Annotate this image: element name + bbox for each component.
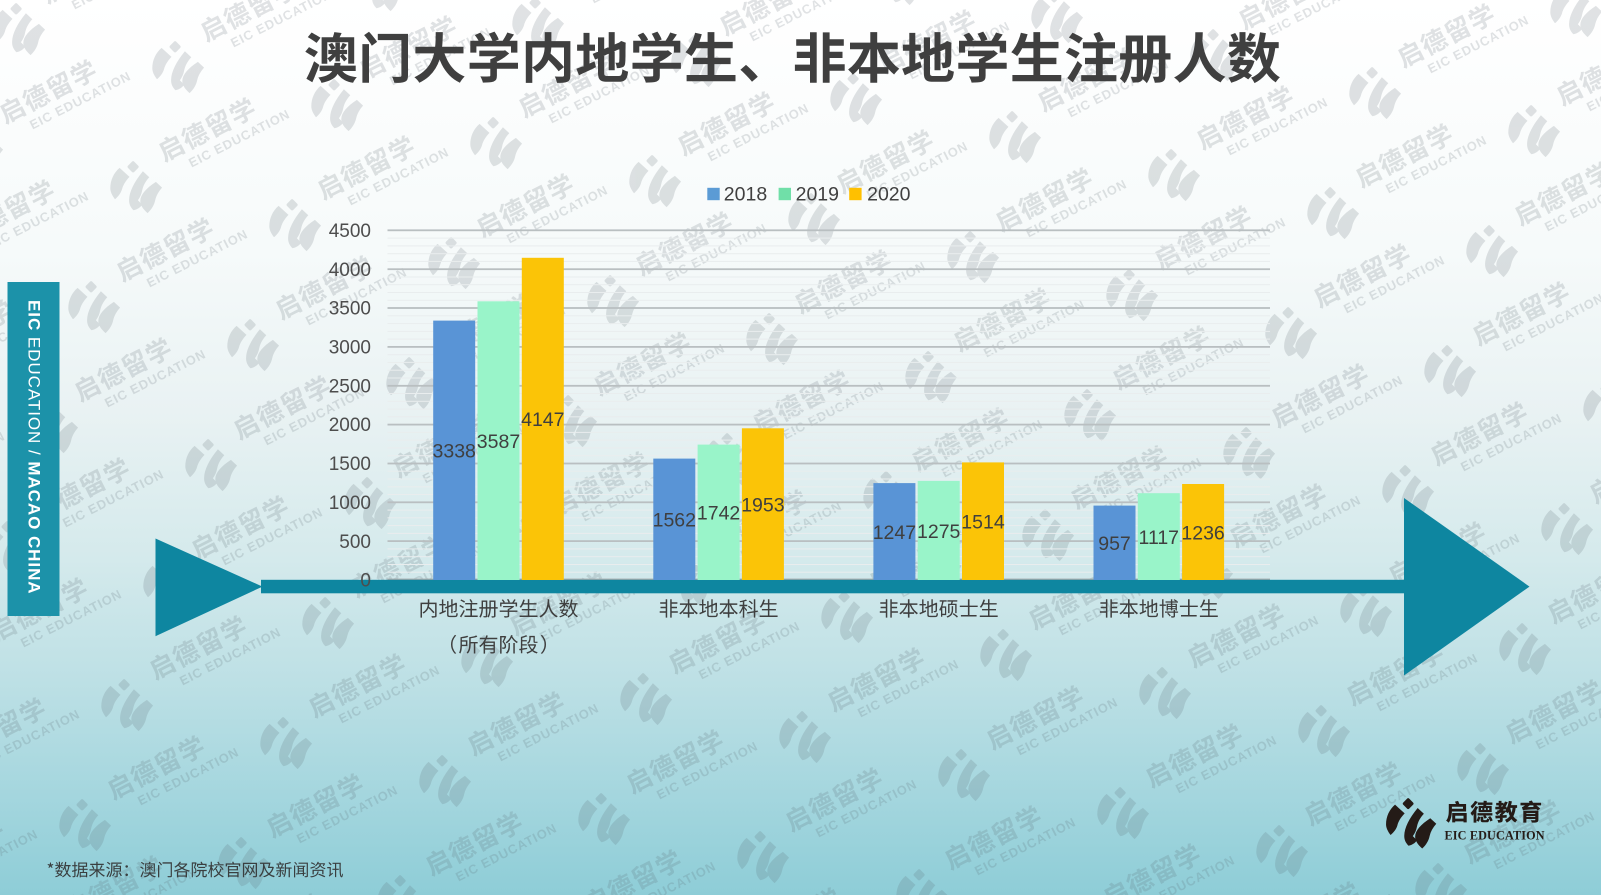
svg-text:4147: 4147 — [521, 409, 564, 431]
svg-text:4500: 4500 — [329, 221, 371, 242]
svg-text:3000: 3000 — [329, 338, 371, 359]
svg-text:1514: 1514 — [961, 512, 1005, 534]
svg-text:957: 957 — [1098, 533, 1131, 555]
svg-text:4000: 4000 — [329, 260, 371, 281]
svg-text:1000: 1000 — [329, 493, 371, 514]
svg-text:500: 500 — [339, 532, 371, 553]
svg-text:1275: 1275 — [917, 521, 961, 543]
svg-text:2019: 2019 — [796, 184, 839, 206]
svg-text:1236: 1236 — [1181, 522, 1224, 544]
svg-text:3338: 3338 — [433, 441, 476, 463]
svg-text:1742: 1742 — [697, 503, 740, 525]
svg-text:3587: 3587 — [477, 431, 520, 453]
svg-text:2018: 2018 — [724, 184, 767, 206]
svg-text:1562: 1562 — [653, 510, 696, 532]
svg-text:2020: 2020 — [867, 184, 911, 206]
svg-text:2000: 2000 — [329, 415, 371, 436]
svg-text:1117: 1117 — [1139, 527, 1180, 549]
svg-text:EIC EDUCATION: EIC EDUCATION — [1445, 829, 1545, 843]
svg-text:1247: 1247 — [873, 522, 916, 544]
svg-text:EIC EDUCATION / MACAO CHINA: EIC EDUCATION / MACAO CHINA — [25, 300, 44, 595]
svg-text:3500: 3500 — [329, 299, 371, 320]
svg-text:1953: 1953 — [741, 494, 784, 516]
svg-text:0: 0 — [360, 571, 371, 592]
svg-text:2500: 2500 — [329, 376, 371, 397]
svg-text:1500: 1500 — [329, 454, 371, 475]
